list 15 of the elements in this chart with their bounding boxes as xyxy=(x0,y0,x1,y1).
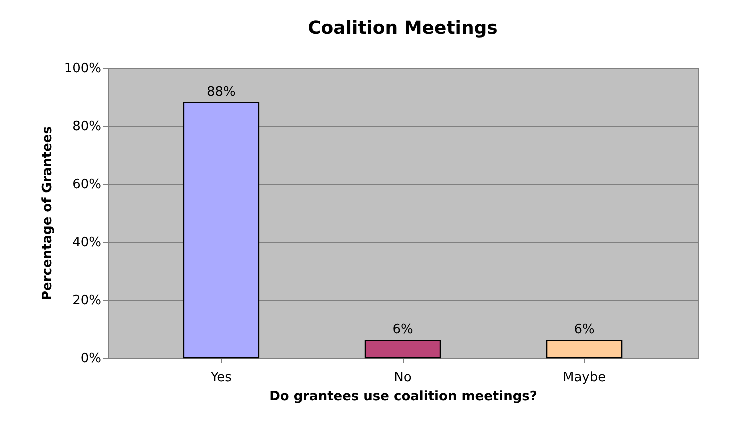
y-tick-label: 60% xyxy=(72,178,102,192)
y-tick-label: 20% xyxy=(72,294,102,308)
y-tick-label: 80% xyxy=(72,120,102,134)
y-axis-title: Percentage of Grantees xyxy=(40,126,56,300)
y-tick-label: 0% xyxy=(80,352,102,366)
data-label: 88% xyxy=(207,84,236,100)
data-label: 6% xyxy=(392,322,414,338)
chart-title: Coalition Meetings xyxy=(308,18,498,39)
y-tick-label: 100% xyxy=(64,62,102,76)
x-tick-label: No xyxy=(394,370,412,386)
x-axis-title: Do grantees use coalition meetings? xyxy=(270,390,538,404)
x-tick-label: Yes xyxy=(210,370,232,386)
data-label: 6% xyxy=(574,322,595,338)
x-tick-label: Maybe xyxy=(562,370,606,386)
y-tick-label: 40% xyxy=(72,236,102,250)
